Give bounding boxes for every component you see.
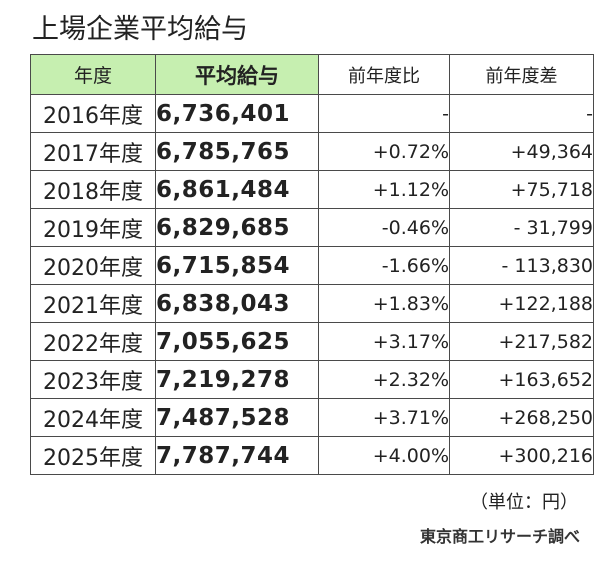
cell-yoy-difference: +300,216: [449, 436, 594, 475]
cell-year: 2024年度: [30, 398, 156, 437]
cell-yoy-difference: -: [449, 94, 594, 133]
cell-yoy-percent: +3.17%: [318, 322, 450, 361]
cell-yoy-percent: +1.12%: [318, 170, 450, 209]
cell-yoy-percent: +3.71%: [318, 398, 450, 437]
cell-yoy-percent: +2.32%: [318, 360, 450, 399]
salary-table: 年度 平均給与 前年度比 前年度差 2016年度 6,736,401 - - 2…: [30, 54, 594, 475]
cell-year: 2020年度: [30, 246, 156, 285]
cell-yoy-percent: +0.72%: [318, 132, 450, 171]
cell-year: 2016年度: [30, 94, 156, 133]
cell-yoy-difference: +163,652: [449, 360, 594, 399]
cell-year: 2023年度: [30, 360, 156, 399]
cell-yoy-difference: - 113,830: [449, 246, 594, 285]
cell-salary: 7,487,528: [155, 398, 319, 437]
table-header-row: 年度 平均給与 前年度比 前年度差: [30, 54, 594, 95]
cell-year: 2025年度: [30, 436, 156, 475]
cell-salary: 6,829,685: [155, 208, 319, 247]
table-row: 2019年度 6,829,685 -0.46% - 31,799: [30, 208, 594, 247]
table-row: 2020年度 6,715,854 -1.66% - 113,830: [30, 246, 594, 285]
page-title: 上場企業平均給与: [32, 14, 248, 45]
cell-yoy-difference: +217,582: [449, 322, 594, 361]
cell-yoy-percent: +1.83%: [318, 284, 450, 323]
cell-salary: 7,055,625: [155, 322, 319, 361]
cell-yoy-difference: +75,718: [449, 170, 594, 209]
cell-yoy-difference: +49,364: [449, 132, 594, 171]
table-row: 2016年度 6,736,401 - -: [30, 94, 594, 133]
cell-yoy-difference: +122,188: [449, 284, 594, 323]
table-row: 2021年度 6,838,043 +1.83% +122,188: [30, 284, 594, 323]
cell-yoy-percent: -1.66%: [318, 246, 450, 285]
header-yoy-percent: 前年度比: [318, 54, 450, 95]
cell-yoy-percent: +4.00%: [318, 436, 450, 475]
cell-salary: 7,787,744: [155, 436, 319, 475]
cell-year: 2022年度: [30, 322, 156, 361]
cell-salary: 6,838,043: [155, 284, 319, 323]
table-row: 2025年度 7,787,744 +4.00% +300,216: [30, 436, 594, 475]
cell-year: 2019年度: [30, 208, 156, 247]
source-note: 東京商工リサーチ調べ: [419, 527, 580, 546]
cell-salary: 6,785,765: [155, 132, 319, 171]
cell-year: 2018年度: [30, 170, 156, 209]
cell-salary: 6,715,854: [155, 246, 319, 285]
table-row: 2022年度 7,055,625 +3.17% +217,582: [30, 322, 594, 361]
table-row: 2023年度 7,219,278 +2.32% +163,652: [30, 360, 594, 399]
table-row: 2017年度 6,785,765 +0.72% +49,364: [30, 132, 594, 171]
table-row: 2018年度 6,861,484 +1.12% +75,718: [30, 170, 594, 209]
header-year: 年度: [30, 54, 156, 95]
cell-salary: 6,861,484: [155, 170, 319, 209]
table-row: 2024年度 7,487,528 +3.71% +268,250: [30, 398, 594, 437]
cell-yoy-percent: -: [318, 94, 450, 133]
cell-year: 2021年度: [30, 284, 156, 323]
header-average-salary: 平均給与: [155, 54, 319, 95]
cell-salary: 6,736,401: [155, 94, 319, 133]
cell-yoy-difference: +268,250: [449, 398, 594, 437]
cell-salary: 7,219,278: [155, 360, 319, 399]
header-yoy-difference: 前年度差: [449, 54, 594, 95]
cell-yoy-percent: -0.46%: [318, 208, 450, 247]
unit-note: （単位：円）: [470, 492, 578, 513]
cell-year: 2017年度: [30, 132, 156, 171]
cell-yoy-difference: - 31,799: [449, 208, 594, 247]
